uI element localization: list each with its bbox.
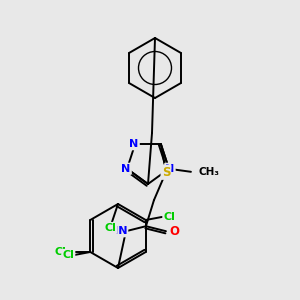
Text: Cl: Cl [54,247,66,257]
Text: Cl: Cl [104,223,116,233]
Text: HN: HN [109,226,127,236]
Text: Cl: Cl [62,250,74,260]
Text: CH₃: CH₃ [199,167,220,177]
Text: O: O [169,225,179,238]
Text: N: N [122,164,131,174]
Text: S: S [162,166,170,179]
Text: N: N [129,139,139,149]
Text: Cl: Cl [164,212,176,222]
Text: N: N [165,164,175,174]
